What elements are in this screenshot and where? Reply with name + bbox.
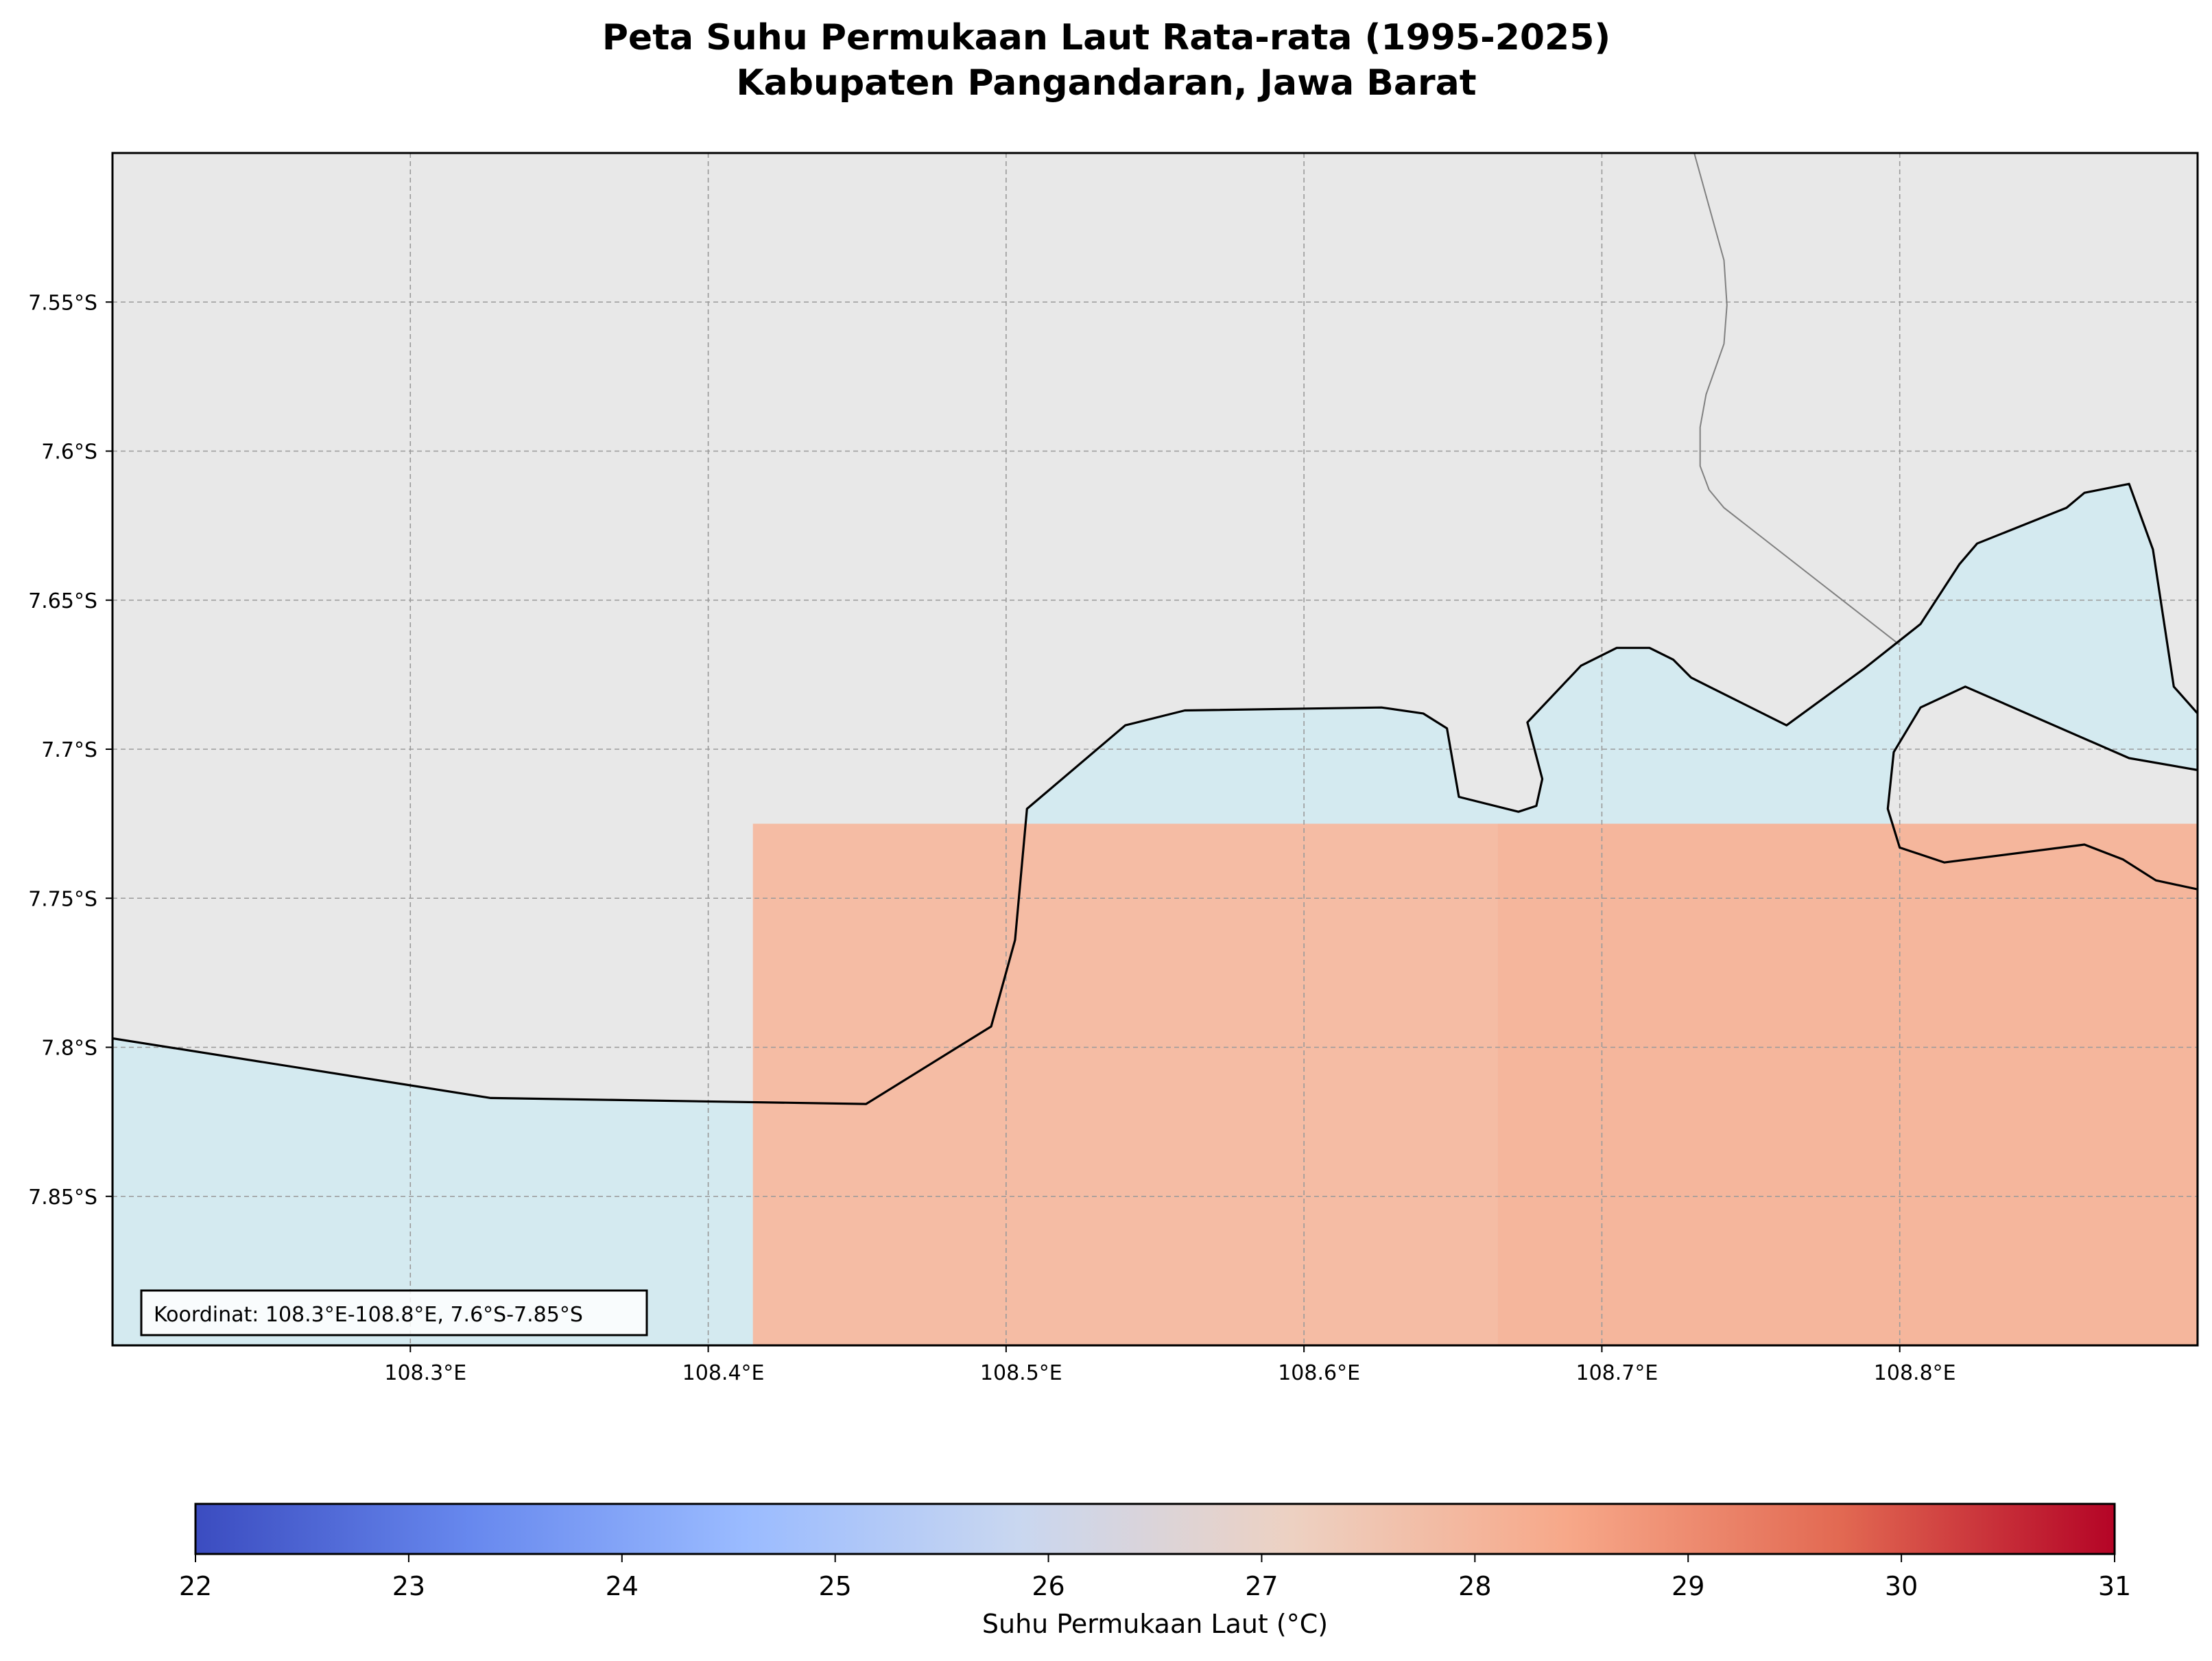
y-tick-label-3: 7.65°S <box>28 589 97 613</box>
colorbar: 22 23 24 25 26 27 28 29 30 31 Suhu Permukaan Laut… <box>179 1503 2131 1639</box>
coordinate-annotation: Koordinat: 108.3°E-108.8°E, 7.6°S-7.85°S <box>140 1289 648 1336</box>
colorbar-tick-label-2: 23 <box>392 1571 425 1601</box>
x-tick-label-2: 108.4°E <box>682 1361 765 1385</box>
sst-cell-1 <box>752 823 1498 1345</box>
colorbar-tick-label-7: 28 <box>1458 1571 1491 1601</box>
map-title-line-2: Kabupaten Pangandaran, Jawa Barat <box>736 62 1476 104</box>
boundary-layer <box>1693 153 1901 646</box>
sst-cell-2 <box>1497 823 2198 1345</box>
x-tick-label-3: 108.5°E <box>980 1361 1062 1385</box>
colorbar-tick-label-10: 31 <box>2098 1571 2131 1601</box>
colorbar-tick-label-8: 29 <box>1672 1571 1704 1601</box>
y-tick-label-4: 7.7°S <box>41 738 97 762</box>
colorbar-ticks: 22 23 24 25 26 27 28 29 30 31 <box>179 1554 2131 1601</box>
colorbar-tick-label-5: 26 <box>1032 1571 1065 1601</box>
grid-lines <box>112 153 2198 1345</box>
sst-cells <box>752 823 2198 1345</box>
x-tick-label-4: 108.6°E <box>1278 1361 1360 1385</box>
annotation-text: Koordinat: 108.3°E-108.8°E, 7.6°S-7.85°S <box>154 1303 583 1327</box>
coastline-layer <box>112 482 2198 1345</box>
colorbar-label: Suhu Permukaan Laut (°C) <box>982 1609 1328 1639</box>
map-title-line-1: Peta Suhu Permukaan Laut Rata-rata (1995… <box>602 17 1610 58</box>
y-tick-label-2: 7.6°S <box>41 440 97 464</box>
map-plot-area <box>112 153 2198 1345</box>
colorbar-tick-label-1: 22 <box>179 1571 212 1601</box>
y-axis-ticks: 7.55°S 7.6°S 7.65°S 7.7°S 7.75°S 7.8°S 7.85°S <box>28 291 112 1210</box>
x-axis-ticks: 108.3°E 108.4°E 108.5°E 108.6°E 108.7°E 108.8… <box>384 1345 1956 1385</box>
colorbar-tick-label-3: 24 <box>606 1571 639 1601</box>
x-tick-label-1: 108.3°E <box>384 1361 466 1385</box>
y-tick-label-1: 7.55°S <box>28 291 97 315</box>
colorbar-gradient <box>194 1503 2116 1555</box>
y-tick-label-6: 7.8°S <box>41 1037 97 1061</box>
x-tick-label-6: 108.8°E <box>1874 1361 1956 1385</box>
y-tick-label-5: 7.75°S <box>28 887 97 911</box>
coastline <box>112 482 2198 1345</box>
colorbar-tick-label-9: 30 <box>1885 1571 1918 1601</box>
colorbar-tick-label-4: 25 <box>818 1571 851 1601</box>
y-tick-label-7: 7.85°S <box>28 1186 97 1210</box>
x-tick-label-5: 108.7°E <box>1576 1361 1658 1385</box>
regency-boundary-line <box>1693 153 1901 646</box>
annotation-box <box>140 1289 648 1336</box>
colorbar-tick-label-6: 27 <box>1245 1571 1278 1601</box>
